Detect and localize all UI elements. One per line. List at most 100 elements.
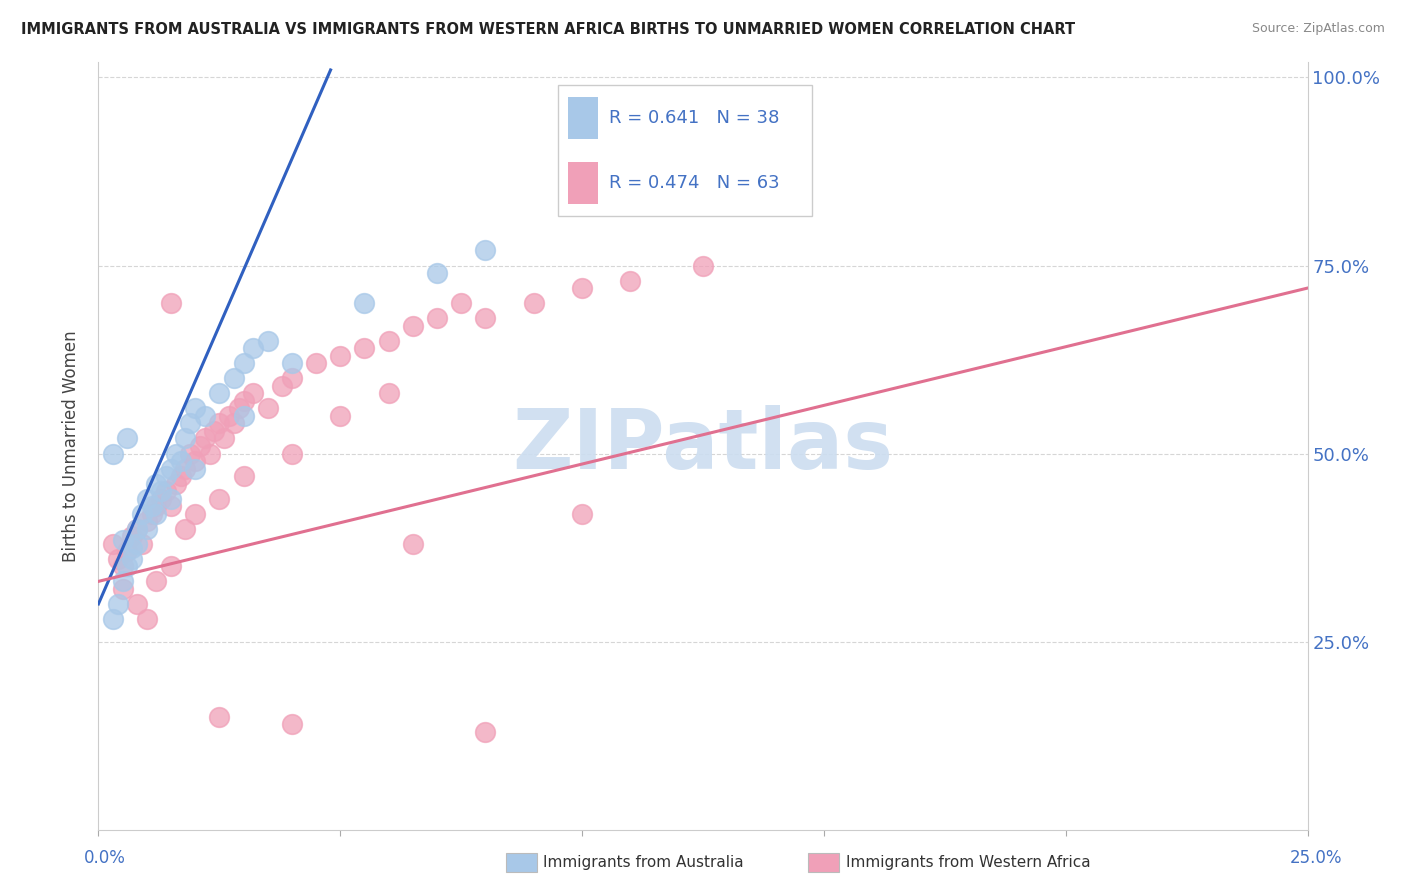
Point [101, 612, 124, 626]
Point [150, 491, 173, 506]
Point [353, 341, 375, 355]
Point [242, 341, 264, 355]
Point [194, 432, 217, 446]
FancyBboxPatch shape [558, 86, 811, 216]
Point [150, 484, 173, 499]
Point [208, 386, 231, 401]
Point [131, 537, 153, 551]
Point [232, 356, 254, 370]
Point [232, 469, 254, 483]
Point [145, 574, 167, 589]
Point [131, 507, 153, 521]
Point [160, 461, 183, 475]
Point [765, 183, 787, 197]
Point [111, 582, 134, 596]
Point [111, 574, 134, 589]
Point [218, 409, 240, 423]
Point [179, 417, 201, 431]
Point [101, 446, 124, 460]
Point [184, 507, 207, 521]
Point [184, 401, 207, 416]
Point [474, 311, 496, 326]
Point [117, 432, 139, 446]
Point [692, 259, 714, 273]
Point [256, 334, 278, 348]
Text: Immigrants from Australia: Immigrants from Australia [543, 855, 744, 870]
Point [135, 514, 157, 528]
Point [194, 409, 217, 423]
Point [160, 296, 183, 310]
Point [165, 446, 187, 460]
Point [402, 318, 425, 333]
FancyBboxPatch shape [568, 97, 598, 139]
Point [127, 522, 149, 536]
Point [160, 491, 183, 506]
Point [174, 432, 197, 446]
Point [377, 334, 399, 348]
Y-axis label: Births to Unmarried Women: Births to Unmarried Women [62, 330, 80, 562]
Point [232, 409, 254, 423]
Point [474, 724, 496, 739]
Text: IMMIGRANTS FROM AUSTRALIA VS IMMIGRANTS FROM WESTERN AFRICA BIRTHS TO UNMARRIED : IMMIGRANTS FROM AUSTRALIA VS IMMIGRANTS … [21, 22, 1076, 37]
Point [242, 386, 264, 401]
Point [571, 507, 593, 521]
Point [169, 454, 191, 468]
Point [222, 371, 245, 385]
Point [450, 296, 472, 310]
Point [204, 424, 226, 438]
Point [281, 446, 304, 460]
Point [121, 551, 143, 566]
Point [281, 371, 304, 385]
Point [523, 296, 546, 310]
Point [165, 476, 187, 491]
Point [135, 612, 157, 626]
Point [111, 559, 134, 574]
FancyBboxPatch shape [568, 162, 598, 204]
Point [107, 551, 129, 566]
Point [145, 507, 167, 521]
Point [145, 476, 167, 491]
Point [353, 296, 375, 310]
Point [212, 432, 235, 446]
Point [141, 499, 163, 513]
Point [145, 499, 167, 513]
Point [117, 544, 139, 558]
Point [281, 356, 304, 370]
Point [121, 541, 143, 555]
Point [232, 393, 254, 408]
Text: R = 0.641   N = 38: R = 0.641 N = 38 [609, 109, 779, 127]
Point [160, 499, 183, 513]
Point [208, 491, 231, 506]
Point [305, 356, 328, 370]
Point [101, 537, 124, 551]
Text: 0.0%: 0.0% [84, 849, 127, 867]
Point [121, 529, 143, 543]
Point [141, 507, 163, 521]
Point [155, 469, 177, 483]
Point [135, 522, 157, 536]
Point [208, 417, 231, 431]
Point [184, 454, 207, 468]
Point [135, 491, 157, 506]
Point [271, 379, 294, 393]
Point [127, 597, 149, 611]
Point [184, 461, 207, 475]
Point [127, 537, 149, 551]
Point [256, 401, 278, 416]
Point [281, 717, 304, 731]
Point [169, 469, 191, 483]
Point [188, 439, 211, 453]
Point [107, 597, 129, 611]
Point [474, 244, 496, 258]
Point [377, 386, 399, 401]
Point [155, 484, 177, 499]
Point [619, 274, 641, 288]
Point [571, 281, 593, 295]
Point [329, 409, 352, 423]
Point [329, 349, 352, 363]
Point [198, 446, 221, 460]
Text: ZIPatlas: ZIPatlas [513, 406, 893, 486]
Point [208, 710, 231, 724]
Point [222, 417, 245, 431]
Point [174, 461, 197, 475]
